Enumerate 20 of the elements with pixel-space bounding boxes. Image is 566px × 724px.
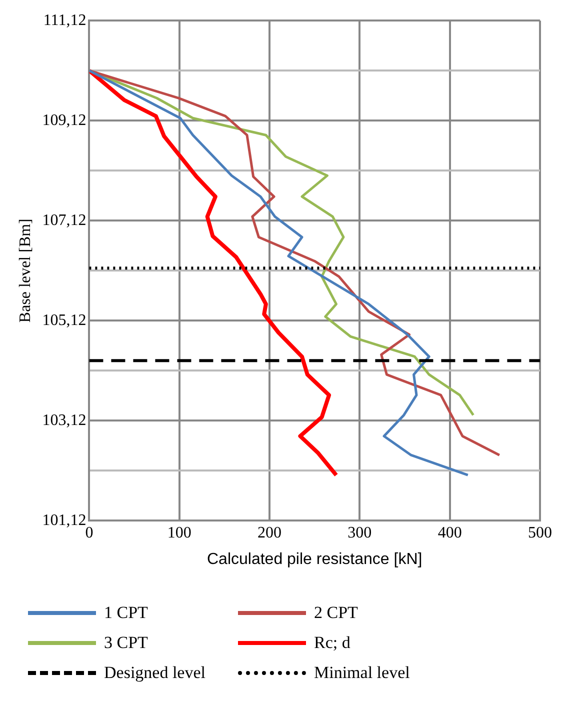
y-tick-label: 109,12 xyxy=(42,112,86,129)
x-tick-label: 100 xyxy=(167,524,192,542)
legend-label: 1 CPT xyxy=(104,603,148,623)
y-tick-label: 101,12 xyxy=(42,512,86,529)
x-tick-label: 0 xyxy=(85,524,94,542)
y-tick-label: 107,12 xyxy=(42,212,86,229)
legend-label: 2 CPT xyxy=(314,603,358,623)
x-tick-label: 400 xyxy=(438,524,462,542)
legend-label: 3 CPT xyxy=(104,633,148,653)
x-tick-label: 200 xyxy=(258,524,282,542)
legend-label: Rc; d xyxy=(314,633,350,653)
y-tick-label: 111,12 xyxy=(43,12,86,29)
y-tick-label: 105,12 xyxy=(42,312,86,329)
x-tick-label: 300 xyxy=(348,524,372,542)
x-tick-label: 500 xyxy=(528,524,552,542)
legend-label: Minimal level xyxy=(314,663,410,683)
x-axis-title: Calculated pile resistance [kN] xyxy=(206,550,422,568)
y-axis-title: Base level [Bm] xyxy=(16,218,34,323)
y-tick-label: 103,12 xyxy=(42,412,86,429)
legend-label: Designed level xyxy=(104,663,206,683)
